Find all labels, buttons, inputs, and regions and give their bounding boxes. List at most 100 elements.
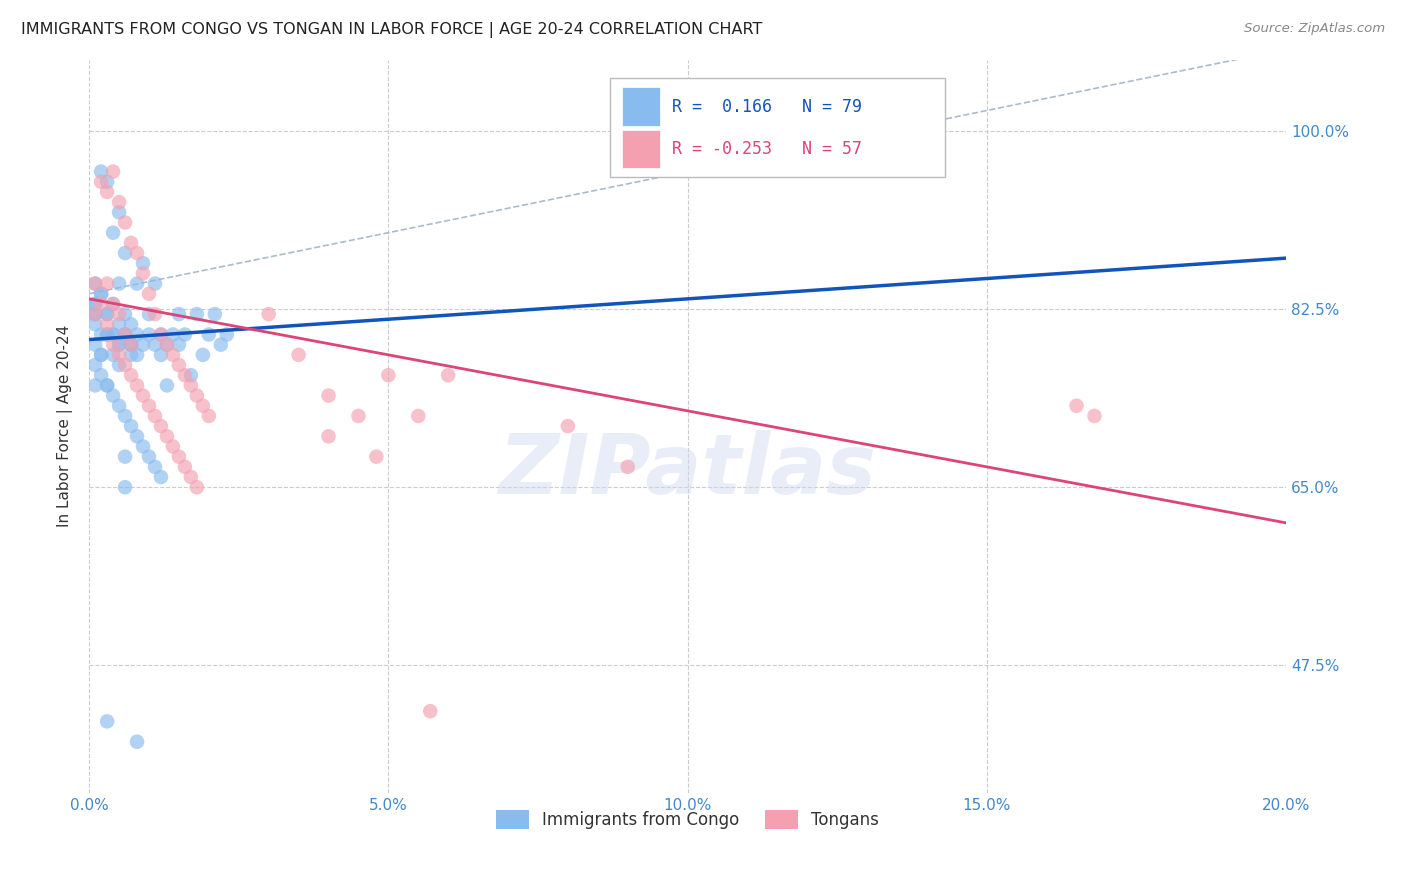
Point <box>114 409 136 423</box>
Point <box>114 327 136 342</box>
Y-axis label: In Labor Force | Age 20-24: In Labor Force | Age 20-24 <box>58 325 73 527</box>
Point <box>120 348 142 362</box>
Point <box>347 409 370 423</box>
Point <box>120 235 142 250</box>
Point <box>114 480 136 494</box>
Point <box>96 378 118 392</box>
Point <box>108 358 131 372</box>
Point <box>84 307 107 321</box>
Point <box>143 307 166 321</box>
Point <box>108 195 131 210</box>
Legend: Immigrants from Congo, Tongans: Immigrants from Congo, Tongans <box>489 803 886 836</box>
Point <box>204 307 226 321</box>
Point <box>108 318 131 332</box>
Point <box>96 318 118 332</box>
Point <box>215 327 238 342</box>
Text: R = -0.253   N = 57: R = -0.253 N = 57 <box>672 140 862 158</box>
Point <box>156 337 179 351</box>
Point <box>96 327 118 342</box>
Point <box>174 459 197 474</box>
Point <box>120 337 142 351</box>
Point <box>156 429 179 443</box>
Point <box>125 429 148 443</box>
Point <box>191 399 214 413</box>
Point <box>406 409 429 423</box>
Point <box>84 378 107 392</box>
Point <box>101 327 124 342</box>
Point <box>90 297 112 311</box>
Point <box>90 286 112 301</box>
Point <box>167 307 190 321</box>
Point <box>186 388 208 402</box>
Point <box>1066 399 1088 413</box>
Point <box>209 337 232 351</box>
Point <box>149 419 172 434</box>
Point <box>96 175 118 189</box>
Point <box>120 368 142 383</box>
Point <box>149 327 172 342</box>
Point <box>101 388 124 402</box>
Point <box>101 327 124 342</box>
Point <box>125 348 148 362</box>
Point <box>108 205 131 219</box>
Point <box>114 215 136 229</box>
Text: R =  0.166   N = 79: R = 0.166 N = 79 <box>672 97 862 116</box>
Point <box>557 419 579 434</box>
Point <box>90 348 112 362</box>
Point <box>167 450 190 464</box>
Point <box>84 277 107 291</box>
Point <box>318 388 340 402</box>
Point <box>132 337 155 351</box>
Point <box>84 358 107 372</box>
Point <box>108 307 131 321</box>
Point <box>138 450 160 464</box>
Point <box>138 307 160 321</box>
Point <box>167 337 190 351</box>
Point <box>180 368 202 383</box>
Point <box>1083 409 1105 423</box>
Point <box>180 378 202 392</box>
Point <box>101 297 124 311</box>
Point <box>114 327 136 342</box>
Point <box>84 337 107 351</box>
Text: Source: ZipAtlas.com: Source: ZipAtlas.com <box>1244 22 1385 36</box>
Point <box>174 327 197 342</box>
Point <box>198 409 221 423</box>
Point <box>377 368 399 383</box>
Point <box>90 348 112 362</box>
Point <box>132 267 155 281</box>
Point <box>156 337 179 351</box>
Point <box>84 297 107 311</box>
Point <box>180 470 202 484</box>
Point <box>84 318 107 332</box>
Point <box>101 297 124 311</box>
Point <box>108 337 131 351</box>
Point <box>108 337 131 351</box>
Point <box>143 459 166 474</box>
Point <box>132 440 155 454</box>
Point <box>125 378 148 392</box>
Point <box>84 307 107 321</box>
FancyBboxPatch shape <box>621 87 659 126</box>
Point <box>96 327 118 342</box>
Point <box>84 297 107 311</box>
Point <box>287 348 309 362</box>
Point <box>149 327 172 342</box>
Point <box>101 226 124 240</box>
Point <box>90 327 112 342</box>
Text: IMMIGRANTS FROM CONGO VS TONGAN IN LABOR FORCE | AGE 20-24 CORRELATION CHART: IMMIGRANTS FROM CONGO VS TONGAN IN LABOR… <box>21 22 762 38</box>
Point <box>156 378 179 392</box>
Point <box>132 256 155 270</box>
Point <box>84 277 107 291</box>
Point <box>318 429 340 443</box>
Point <box>257 307 280 321</box>
FancyBboxPatch shape <box>621 130 659 168</box>
Point <box>149 348 172 362</box>
Point <box>96 378 118 392</box>
Point <box>174 368 197 383</box>
Point <box>84 307 107 321</box>
Point <box>191 348 214 362</box>
Point <box>125 246 148 260</box>
Point <box>101 337 124 351</box>
FancyBboxPatch shape <box>610 78 945 177</box>
